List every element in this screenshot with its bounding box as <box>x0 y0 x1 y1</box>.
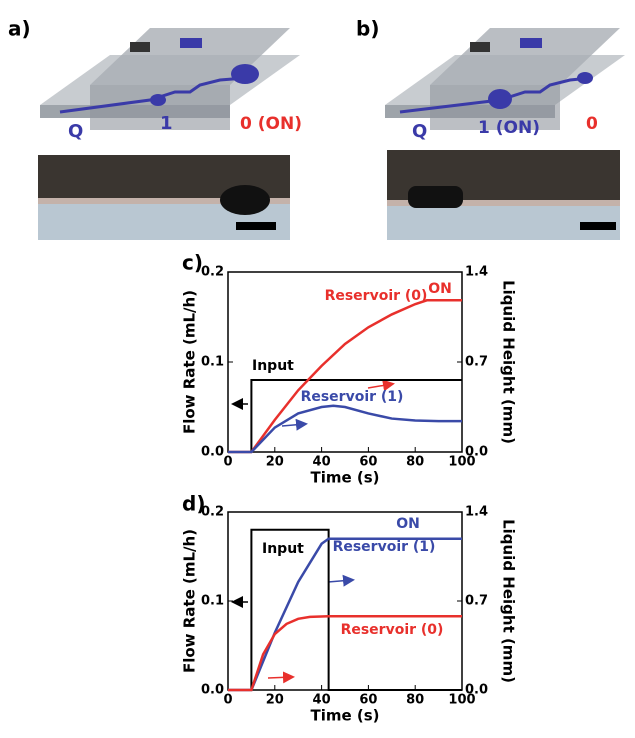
axis-arrow <box>268 677 292 678</box>
photo-b-droplet <box>408 186 463 208</box>
x-tick-label: 0 <box>223 455 232 470</box>
series-label: Input <box>252 358 294 374</box>
y2-axis-label: Liquid Height (mm) <box>500 280 518 444</box>
data-line <box>228 539 462 690</box>
panel-annotation: Q <box>412 121 427 142</box>
x-tick-label: 40 <box>313 455 331 470</box>
series-label: Reservoir (0) <box>341 622 444 638</box>
panel-label: a) <box>8 17 31 41</box>
panel-annotation: 1 (ON) <box>478 118 540 138</box>
photo-a-droplet <box>220 185 270 215</box>
x-tick-label: 0 <box>223 693 232 708</box>
x-tick-label: 80 <box>406 693 424 708</box>
axis-arrow <box>282 424 305 426</box>
x-axis-label: Time (s) <box>310 469 379 487</box>
panel-annotation: Q <box>68 121 83 142</box>
y-axis-label: Flow Rate (mL/h) <box>181 290 199 434</box>
y2-tick-label: 0.0 <box>465 683 488 698</box>
y2-tick-label: 1.4 <box>465 265 488 280</box>
scale-bar <box>580 222 616 230</box>
panel-label: b) <box>356 17 379 41</box>
x-tick-label: 80 <box>406 455 424 470</box>
figure: a)Q10 (ON)b)Q1 (ON)0c)0204060801000.00.1… <box>0 0 635 734</box>
axis-arrow <box>368 384 392 388</box>
annotation: ON <box>428 281 452 297</box>
panel-annotation: 0 <box>586 114 598 134</box>
y2-tick-label: 1.4 <box>465 505 488 520</box>
series-label: Reservoir (1) <box>333 539 436 555</box>
y2-tick-label: 0.0 <box>465 445 488 460</box>
y-axis-label: Flow Rate (mL/h) <box>181 529 199 673</box>
data-line <box>228 300 462 452</box>
y-tick-label: 0.1 <box>201 355 224 370</box>
y2-tick-label: 0.7 <box>465 355 488 370</box>
panel-annotation: 0 (ON) <box>240 114 302 134</box>
panel-annotation: 1 <box>160 113 173 134</box>
y-tick-label: 0.1 <box>201 594 224 609</box>
x-tick-label: 40 <box>313 693 331 708</box>
y-tick-label: 0.2 <box>201 505 224 520</box>
data-line <box>228 406 462 452</box>
panel-label: c) <box>182 251 203 275</box>
series-label: Input <box>262 541 304 557</box>
x-tick-label: 60 <box>359 455 377 470</box>
x-axis-label: Time (s) <box>310 707 379 725</box>
series-label: Reservoir (1) <box>301 389 404 405</box>
y-tick-label: 0.2 <box>201 265 224 280</box>
y-tick-label: 0.0 <box>201 683 224 698</box>
x-tick-label: 20 <box>266 455 284 470</box>
y2-axis-label: Liquid Height (mm) <box>500 519 518 683</box>
axis-arrow <box>328 580 352 582</box>
x-tick-label: 20 <box>266 693 284 708</box>
scale-bar <box>236 222 276 230</box>
y-tick-label: 0.0 <box>201 445 224 460</box>
annotation: ON <box>396 516 420 532</box>
series-label: Reservoir (0) <box>325 288 428 304</box>
y2-tick-label: 0.7 <box>465 594 488 609</box>
x-tick-label: 60 <box>359 693 377 708</box>
